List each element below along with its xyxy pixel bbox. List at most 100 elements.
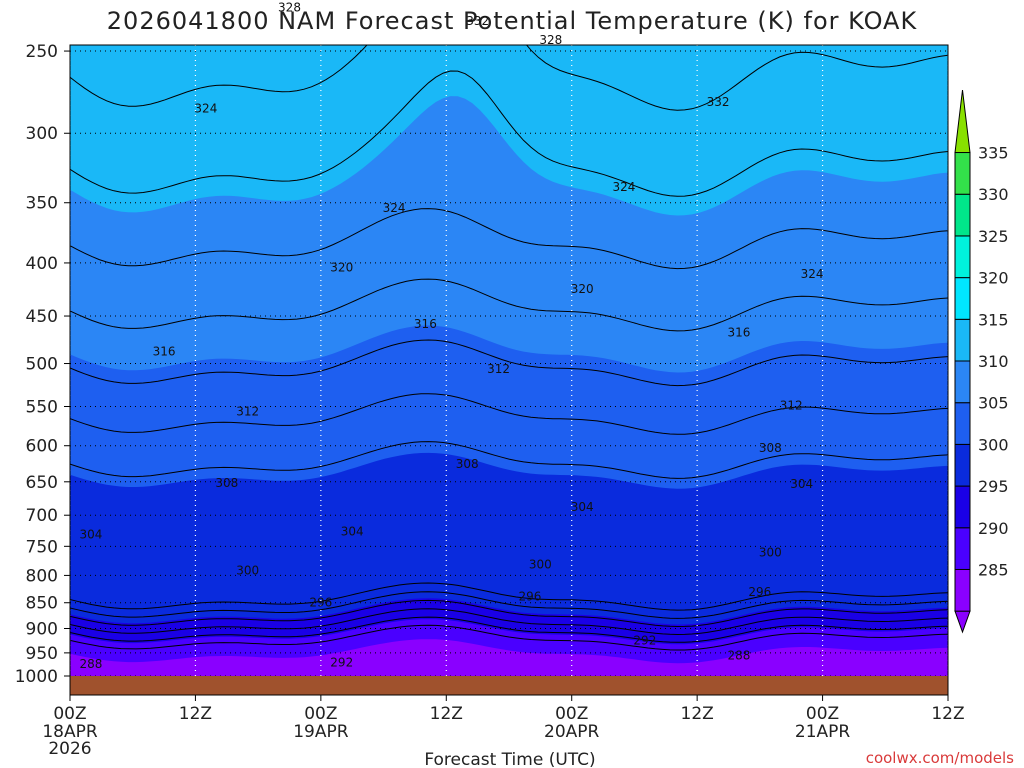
isoline-314 [70, 0, 948, 4]
y-tick-label: 900 [26, 620, 58, 640]
watermark-text: coolwx.com/models [866, 749, 1014, 767]
colorbar-swatch [954, 485, 971, 529]
contour-label: 328 [278, 1, 301, 15]
isoline-298 [70, 582, 948, 611]
x-tick-sublabel: 19APR [293, 722, 349, 742]
contour-label: 300 [529, 558, 552, 572]
colorbar-swatch [954, 152, 971, 195]
contour-label: 296 [518, 589, 541, 603]
y-tick-label: 500 [26, 355, 58, 375]
colorbar-tick-label: 330 [978, 185, 1009, 204]
isoline-300 [70, 441, 948, 479]
colorbar-swatch [954, 277, 971, 320]
y-tick-label: 400 [26, 254, 58, 274]
contour-lines [70, 0, 948, 651]
colorbar-swatch [954, 360, 971, 404]
x-tick-label: 00Z [53, 704, 86, 724]
colorbar-swatch [954, 527, 971, 570]
contour-label: 304 [341, 525, 364, 539]
contour-label: 288 [79, 657, 102, 671]
contour-label: 324 [613, 180, 636, 194]
isoline-288 [70, 624, 948, 651]
isoline-310 [70, 70, 948, 197]
y-axis-ticks: 250 300 350 400 450 500 550 600 650 700 750 800 850 9… [15, 42, 70, 687]
contour-label: 324 [801, 267, 824, 281]
contour-label: 296 [309, 596, 332, 610]
contour-label: 324 [383, 201, 406, 215]
isoline-294 [70, 599, 948, 628]
contour-label: 292 [633, 633, 656, 647]
colorbar-swatch [954, 318, 971, 362]
colorbar-swatch [954, 402, 971, 445]
ground-surface [70, 676, 948, 695]
contour-label: 292 [330, 655, 353, 669]
x-tick-sublabel: 2026 [48, 739, 91, 759]
colorbar-tick-label: 310 [978, 352, 1009, 371]
colorbar-swatch [954, 568, 971, 612]
chart-title: 2026041800 NAM Forecast Potential Temper… [107, 7, 918, 35]
contour-label: 332 [707, 95, 730, 109]
x-tick-sublabel: 20APR [544, 722, 600, 742]
isoline-290 [70, 616, 948, 643]
contour-label: 316 [153, 345, 176, 359]
y-tick-label: 650 [26, 473, 58, 493]
x-tick-sublabel: 21APR [795, 722, 851, 742]
contour-label: 328 [539, 33, 562, 47]
y-tick-label: 800 [26, 566, 58, 586]
isoline-306 [70, 278, 948, 332]
contour-label: 308 [759, 441, 782, 455]
x-axis-label: Forecast Time (UTC) [424, 750, 595, 768]
contour-labels: 3323283323283323243243243243203203163163… [79, 1, 824, 672]
colorbar-tick-label: 290 [978, 519, 1009, 538]
contour-label: 304 [79, 528, 102, 542]
x-tick-label: 12Z [179, 704, 212, 724]
colorbar-swatch [954, 443, 971, 487]
x-tick-label: 00Z [304, 704, 337, 724]
contour-label: 316 [727, 326, 750, 340]
y-tick-label: 450 [26, 307, 58, 327]
colorbar-tick-label: 305 [978, 394, 1009, 413]
contour-label: 324 [194, 102, 217, 116]
colorbar-tick-label: 335 [978, 144, 1009, 163]
x-tick-label: 12Z [430, 704, 463, 724]
contour-label: 320 [330, 260, 353, 274]
x-tick-label: 00Z [806, 704, 839, 724]
y-tick-label: 750 [26, 537, 58, 557]
colorbar-tick-label: 325 [978, 227, 1009, 246]
contour-label: 308 [215, 476, 238, 490]
isoline-308 [70, 208, 948, 270]
y-tick-label: 300 [26, 124, 58, 144]
contour-label: 312 [780, 399, 803, 413]
x-tick-label: 12Z [931, 704, 964, 724]
x-tick-label: 00Z [555, 704, 588, 724]
contour-label: 300 [759, 545, 782, 559]
contour-label: 296 [748, 585, 771, 599]
x-tick-label: 12Z [681, 704, 714, 724]
colorbar-tick-label: 320 [978, 269, 1009, 288]
contour-label: 300 [236, 563, 259, 577]
colorbar-swatch [954, 193, 971, 237]
contour-label: 320 [571, 282, 594, 296]
colorbar-tick-label: 315 [978, 310, 1009, 329]
isoline-304 [70, 339, 948, 387]
colorbar-tick-label: 300 [978, 435, 1009, 454]
contour-label: 316 [414, 317, 437, 331]
contour-label: 312 [487, 362, 510, 376]
isoline-302 [70, 393, 948, 435]
colorbar-arrow-low [954, 610, 971, 634]
y-tick-label: 600 [26, 437, 58, 457]
isoline-292 [70, 608, 948, 636]
y-tick-label: 250 [26, 42, 58, 62]
y-tick-label: 350 [26, 194, 58, 214]
colorbar-tick-label: 295 [978, 477, 1009, 496]
contour-label: 308 [456, 457, 479, 471]
plot-frame [69, 44, 949, 696]
y-tick-label: 950 [26, 644, 58, 664]
contour-label: 288 [727, 649, 750, 663]
y-tick-label: 1000 [15, 667, 58, 687]
x-tick-sublabel: 18APR [42, 722, 98, 742]
isoline-296 [70, 591, 948, 619]
